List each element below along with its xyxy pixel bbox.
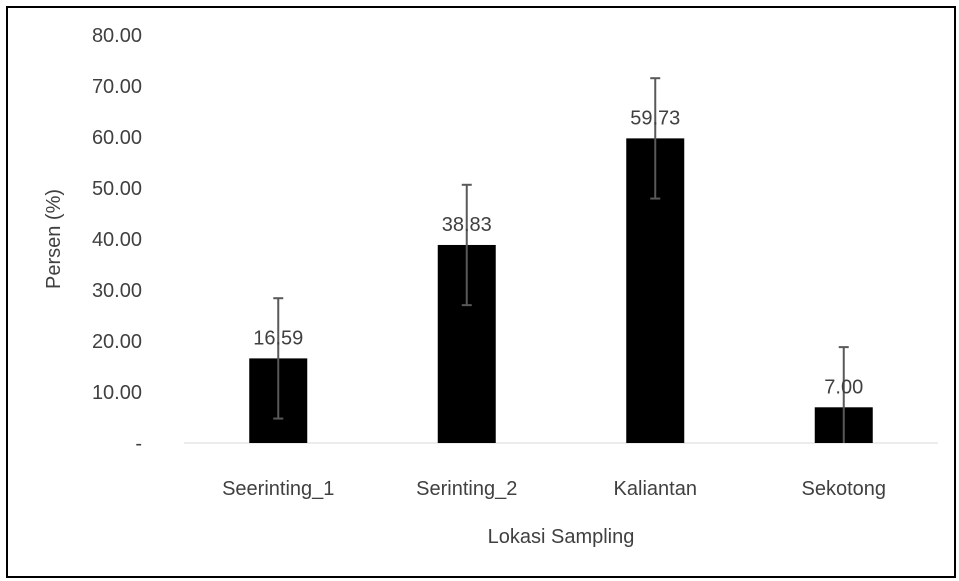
- x-tick-label: Serinting_2: [416, 478, 517, 500]
- data-label: 16.59: [253, 327, 303, 349]
- y-tick-label: 70.00: [92, 76, 142, 98]
- data-labels: 16.59 38.83 59.73 7.00: [253, 107, 863, 398]
- y-axis-title: Persen (%): [43, 189, 65, 289]
- x-axis-title: Lokasi Sampling: [488, 526, 635, 548]
- y-tick-label: 80.00: [92, 25, 142, 47]
- error-bar: [650, 77, 661, 200]
- y-tick-label: -: [135, 433, 142, 455]
- x-tick-label: Seerinting_1: [222, 478, 334, 500]
- x-tick-label: Sekotong: [801, 478, 886, 500]
- y-tick-label: 10.00: [92, 382, 142, 404]
- bar-chart: - 10.00 20.00 30.00 40.00 50.00 60.00 70.00 80.0…: [43, 25, 938, 548]
- y-tick-label: 30.00: [92, 280, 142, 302]
- error-bar: [273, 297, 284, 420]
- bars: [249, 138, 873, 443]
- chart-frame: - 10.00 20.00 30.00 40.00 50.00 60.00 70.00 80.0…: [6, 6, 956, 578]
- error-bars: [273, 77, 849, 443]
- error-bar: [461, 183, 472, 307]
- x-tick-label: Kaliantan: [614, 478, 697, 500]
- data-label: 59.73: [630, 107, 680, 129]
- y-tick-label: 60.00: [92, 127, 142, 149]
- y-axis-ticks: - 10.00 20.00 30.00 40.00 50.00 60.00 70.00 80.0…: [92, 25, 142, 455]
- x-axis-ticks: Seerinting_1 Serinting_2 Kaliantan Sekotong: [222, 478, 886, 500]
- data-label: 7.00: [824, 376, 863, 398]
- error-bar: [838, 346, 849, 443]
- y-tick-label: 20.00: [92, 331, 142, 353]
- y-tick-label: 50.00: [92, 178, 142, 200]
- data-label: 38.83: [442, 214, 492, 236]
- y-tick-label: 40.00: [92, 229, 142, 251]
